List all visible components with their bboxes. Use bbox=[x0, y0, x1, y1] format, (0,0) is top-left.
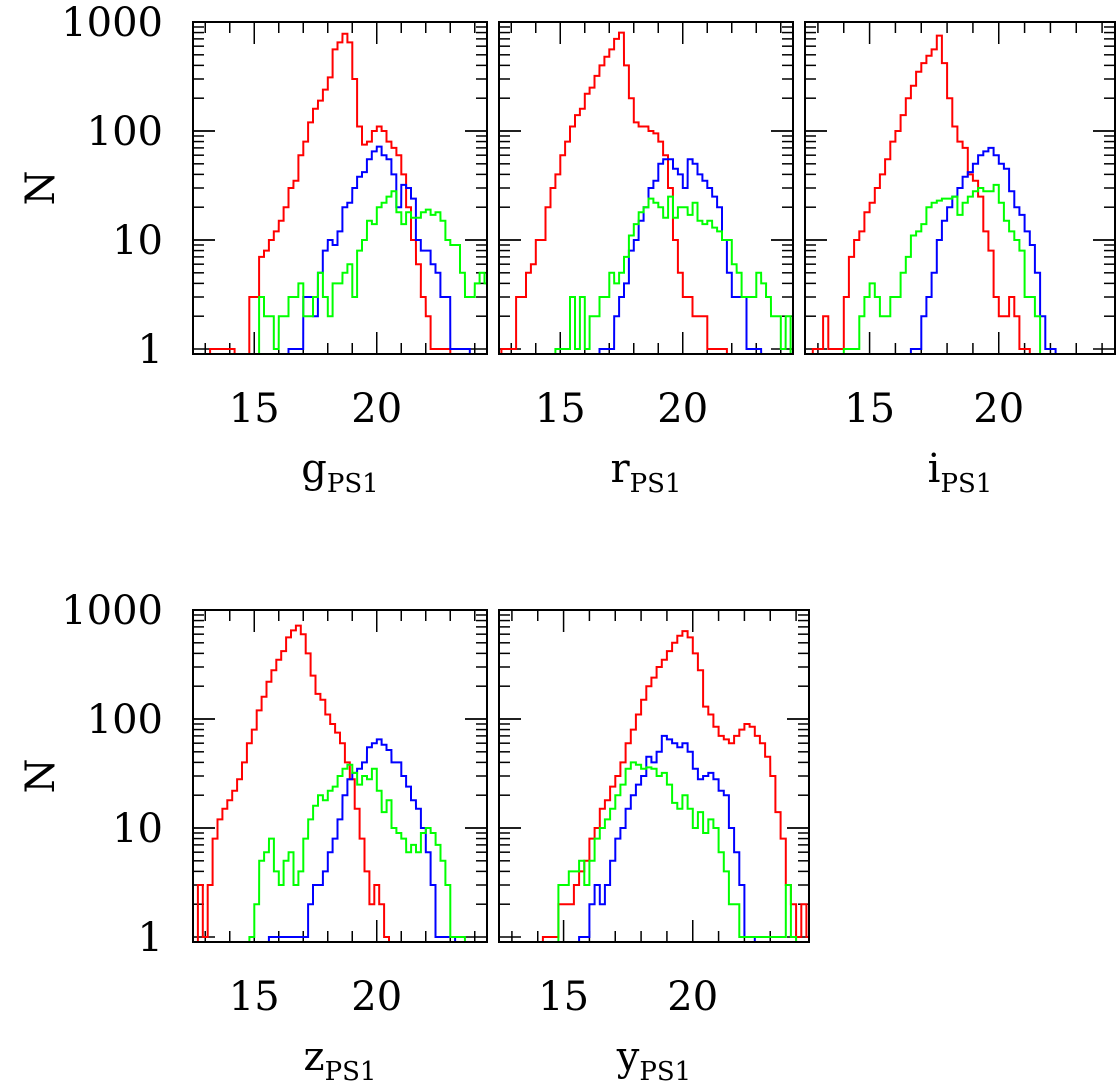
y-tick-label: 100 bbox=[87, 697, 163, 743]
x-tick-label: 20 bbox=[667, 974, 718, 1020]
histogram-series-y-1 bbox=[578, 734, 756, 942]
x-tick-label: 15 bbox=[844, 386, 895, 432]
x-axis-label: zPS1 bbox=[304, 1034, 377, 1082]
y-tick-label: 10 bbox=[112, 218, 163, 264]
y-axis-label: N bbox=[18, 171, 64, 206]
x-tick-label: 15 bbox=[538, 974, 589, 1020]
x-tick-label: 15 bbox=[229, 386, 280, 432]
x-axis-label: gPS1 bbox=[301, 446, 378, 499]
histogram-series-r-1 bbox=[598, 158, 763, 354]
plot-frame bbox=[192, 21, 488, 355]
y-tick-label: 10 bbox=[112, 806, 163, 852]
histogram-series-i-0 bbox=[811, 34, 1031, 354]
histogram-series-y-0 bbox=[541, 630, 809, 942]
histogram-series-z-1 bbox=[267, 738, 457, 942]
histogram-series-z-0 bbox=[196, 624, 390, 942]
histogram-series-i-2 bbox=[842, 183, 1042, 354]
x-tick-label: 20 bbox=[973, 386, 1024, 432]
plot-frame bbox=[804, 21, 1116, 355]
x-axis-label: rPS1 bbox=[611, 446, 682, 499]
y-tick-label: 1000 bbox=[61, 0, 163, 46]
histogram-series-g-1 bbox=[287, 145, 471, 354]
x-tick-label: 15 bbox=[535, 386, 586, 432]
histogram-series-g-0 bbox=[209, 32, 452, 354]
plot-frame bbox=[498, 609, 810, 943]
panel-r: 15 20 rPS1 bbox=[498, 21, 794, 499]
x-tick-label: 20 bbox=[351, 974, 402, 1020]
panel-i: 15 20 iPS1 bbox=[804, 21, 1116, 499]
y-tick-label: 1 bbox=[138, 327, 163, 373]
plot-frame bbox=[498, 21, 794, 355]
panel-y: 15 20 yPS1 bbox=[498, 609, 810, 1082]
y-axis-label: N bbox=[18, 759, 64, 794]
panel-g: 15 20 1 10 100 1000 gPS1 N bbox=[18, 0, 488, 499]
x-tick-label: 20 bbox=[351, 386, 402, 432]
histogram-series-g-2 bbox=[258, 190, 487, 354]
plot-frame bbox=[192, 609, 488, 943]
x-tick-label: 15 bbox=[229, 974, 280, 1020]
y-tick-label: 1 bbox=[138, 915, 163, 961]
x-tick-label: 20 bbox=[657, 386, 708, 432]
x-axis-label: iPS1 bbox=[928, 446, 993, 499]
x-axis-label: yPS1 bbox=[616, 1034, 691, 1082]
histogram-series-i-1 bbox=[909, 146, 1057, 354]
y-tick-label: 1000 bbox=[61, 588, 163, 634]
histogram-series-r-2 bbox=[554, 195, 792, 354]
histogram-series-y-2 bbox=[557, 761, 798, 942]
y-tick-label: 100 bbox=[87, 109, 163, 155]
panel-z: 15 20 1 10 100 1000 zPS1 N bbox=[18, 588, 488, 1082]
histogram-series-r-0 bbox=[500, 31, 728, 354]
histogram-series-z-2 bbox=[248, 763, 466, 942]
